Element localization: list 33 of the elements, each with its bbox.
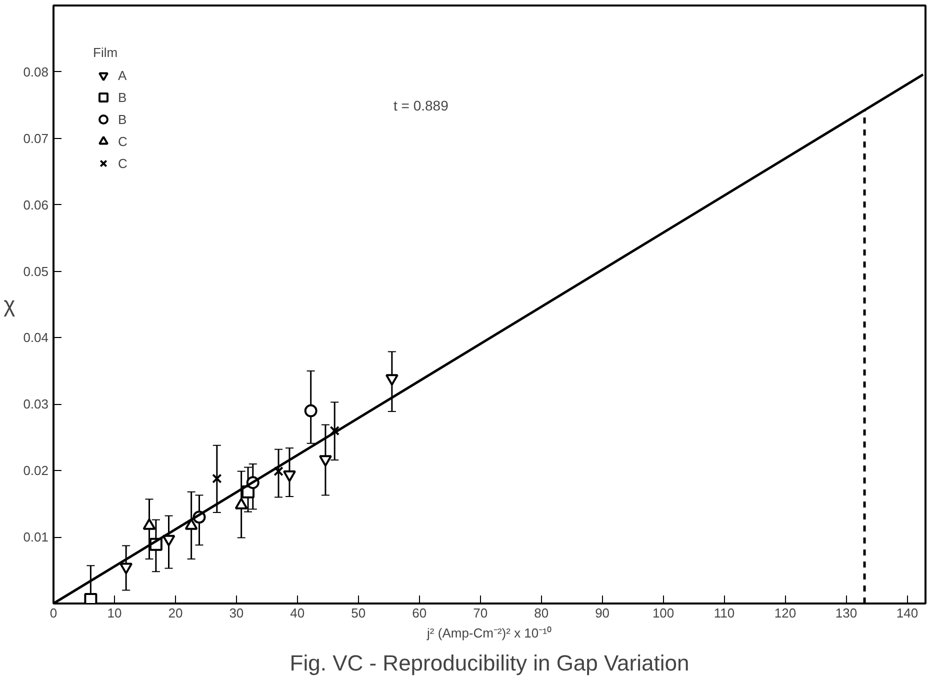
y-tick-label: 0.03: [23, 396, 49, 412]
x-tick-label: 130: [835, 606, 858, 620]
y-tick-label: 0.02: [23, 463, 49, 478]
legend-title: Film: [93, 45, 119, 60]
x-tick-label: 90: [595, 606, 610, 620]
y-tick-label: 0.05: [23, 264, 49, 279]
x-tick-label: 40: [290, 606, 305, 620]
x-tick-label: 10: [107, 606, 122, 620]
x-tick-label: 140: [896, 606, 918, 620]
x-tick-label: 50: [351, 606, 366, 620]
legend-label: B: [118, 90, 128, 104]
x-tick-label: 0: [50, 606, 58, 620]
text: Fig. VC - Reproducibility in Gap Variation: [290, 650, 690, 676]
y-tick-label: 0.06: [23, 197, 49, 212]
x-tick-label: 60: [412, 606, 427, 620]
x-tick-label: 30: [229, 606, 244, 620]
x-tick-label: 100: [652, 606, 674, 620]
x-tick-label: 70: [473, 606, 488, 620]
x-tick-label: 80: [534, 606, 549, 620]
legend-label: B: [118, 112, 128, 126]
annotation: t = 0.889: [394, 98, 449, 114]
legend-label: C: [118, 156, 128, 170]
x-axis-title: j² (Amp-Cm⁻²)² x 10⁻¹⁰: [426, 626, 552, 640]
legend-label: C: [118, 134, 128, 148]
y-tick-label: 0.08: [23, 64, 49, 80]
y-tick-label: 0.07: [23, 130, 49, 146]
x-tick-label: 20: [168, 606, 183, 620]
legend-label: A: [118, 68, 128, 82]
y-tick-label: 0.01: [23, 530, 49, 545]
y-axis-title: χ: [4, 292, 16, 317]
y-tick-label: 0.04: [23, 330, 49, 346]
x-tick-label: 120: [774, 606, 796, 620]
x-tick-label: 110: [714, 606, 735, 620]
